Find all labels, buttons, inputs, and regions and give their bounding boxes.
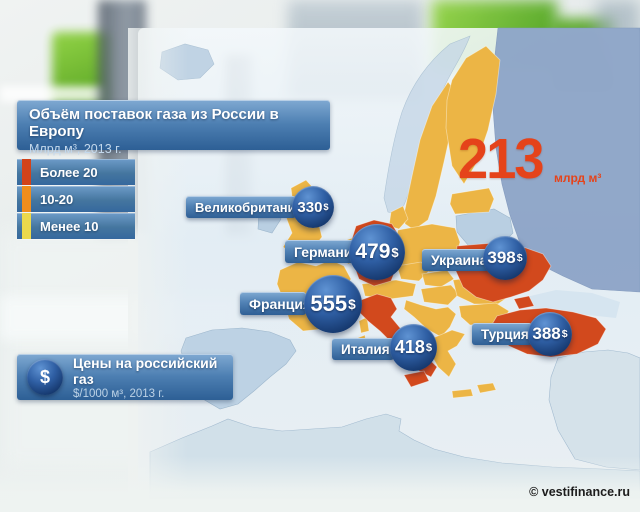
country-shape-finland (445, 45, 501, 185)
legend-label: Более 20 (40, 164, 98, 180)
country-name: Италия (341, 341, 390, 357)
black-sea (522, 290, 620, 318)
currency-sign: $ (348, 296, 356, 312)
price-value: 330 (297, 198, 323, 216)
bg-left-glow (0, 230, 150, 470)
legend-label: 10-20 (40, 191, 74, 207)
island-sicily (403, 370, 430, 388)
country-name: Франция (249, 295, 312, 312)
price-info-box: $ Цены на российский газ $/1000 м³, 2013… (17, 354, 233, 400)
price-badge-ukraine: 398 $ (483, 236, 527, 280)
price-box-text: Цены на российский газ $/1000 м³, 2013 г… (73, 355, 223, 400)
legend-label: Менее 10 (40, 218, 99, 234)
island-crete (451, 388, 474, 399)
page-subtitle: Млрд м³, 2013 г. (29, 142, 122, 156)
legend: Более 20 10-20 Менее 10 (17, 159, 135, 240)
price-badge-turkey: 388 $ (528, 312, 572, 356)
bg-white-shelf (0, 86, 105, 102)
currency-sign: $ (425, 341, 433, 354)
country-label-france: Франция (240, 292, 311, 315)
country-name: Турция (481, 326, 529, 342)
currency-sign: $ (516, 252, 523, 264)
map-left-fade (128, 28, 188, 498)
price-box-title: Цены на российский газ (73, 354, 218, 387)
currency-sign: $ (323, 202, 329, 212)
country-shape-baltics (449, 187, 495, 215)
legend-item-10-20: 10-20 (17, 186, 135, 212)
country-name: Великобритания (195, 199, 304, 215)
currency-sign: $ (561, 328, 568, 340)
legend-item-less10: Менее 10 (17, 213, 135, 239)
price-badge-italy: 418 $ (390, 324, 437, 371)
island-corsica (358, 316, 370, 334)
watermark: © vestifinance.ru (529, 485, 630, 499)
total-volume-value: 213 (458, 127, 545, 191)
price-badge-france: 555 $ (304, 275, 362, 333)
country-label-turkey: Турция (472, 323, 532, 345)
price-badge-uk: 330 $ (292, 186, 334, 228)
country-label-italy: Италия (332, 338, 394, 360)
dollar-icon: $ (27, 359, 63, 395)
map-bottom-fade (0, 456, 640, 512)
price-badge-germany: 479 $ (349, 224, 405, 280)
legend-color-10-20 (22, 186, 31, 212)
price-value: 398 (487, 248, 516, 267)
currency-sign: $ (391, 244, 399, 260)
country-name: Германия (294, 243, 361, 260)
country-name: Украина (431, 252, 488, 268)
peninsula-crimea (513, 295, 535, 310)
price-value: 418 (394, 337, 425, 357)
price-value: 388 (532, 324, 561, 343)
price-box-subtitle: $/1000 м³, 2013 г. (73, 387, 165, 400)
country-shape-balkans (403, 299, 457, 338)
price-value: 479 (355, 240, 391, 263)
page-title: Объём поставок газа из России в Европу (29, 106, 279, 140)
legend-color-less10 (22, 213, 31, 239)
total-volume-unit: млрд м³ (554, 171, 602, 185)
island-cyprus (476, 382, 497, 394)
legend-color-more20 (22, 159, 31, 185)
country-label-uk: Великобритания (186, 196, 303, 218)
country-label-germany: Германия (285, 240, 361, 263)
price-value: 555 (310, 291, 348, 316)
legend-item-more20: Более 20 (17, 159, 135, 185)
country-shape-hungary (420, 284, 460, 306)
title-box: Объём поставок газа из России в Европу М… (17, 100, 330, 156)
country-label-ukraine: Украина (422, 249, 489, 271)
